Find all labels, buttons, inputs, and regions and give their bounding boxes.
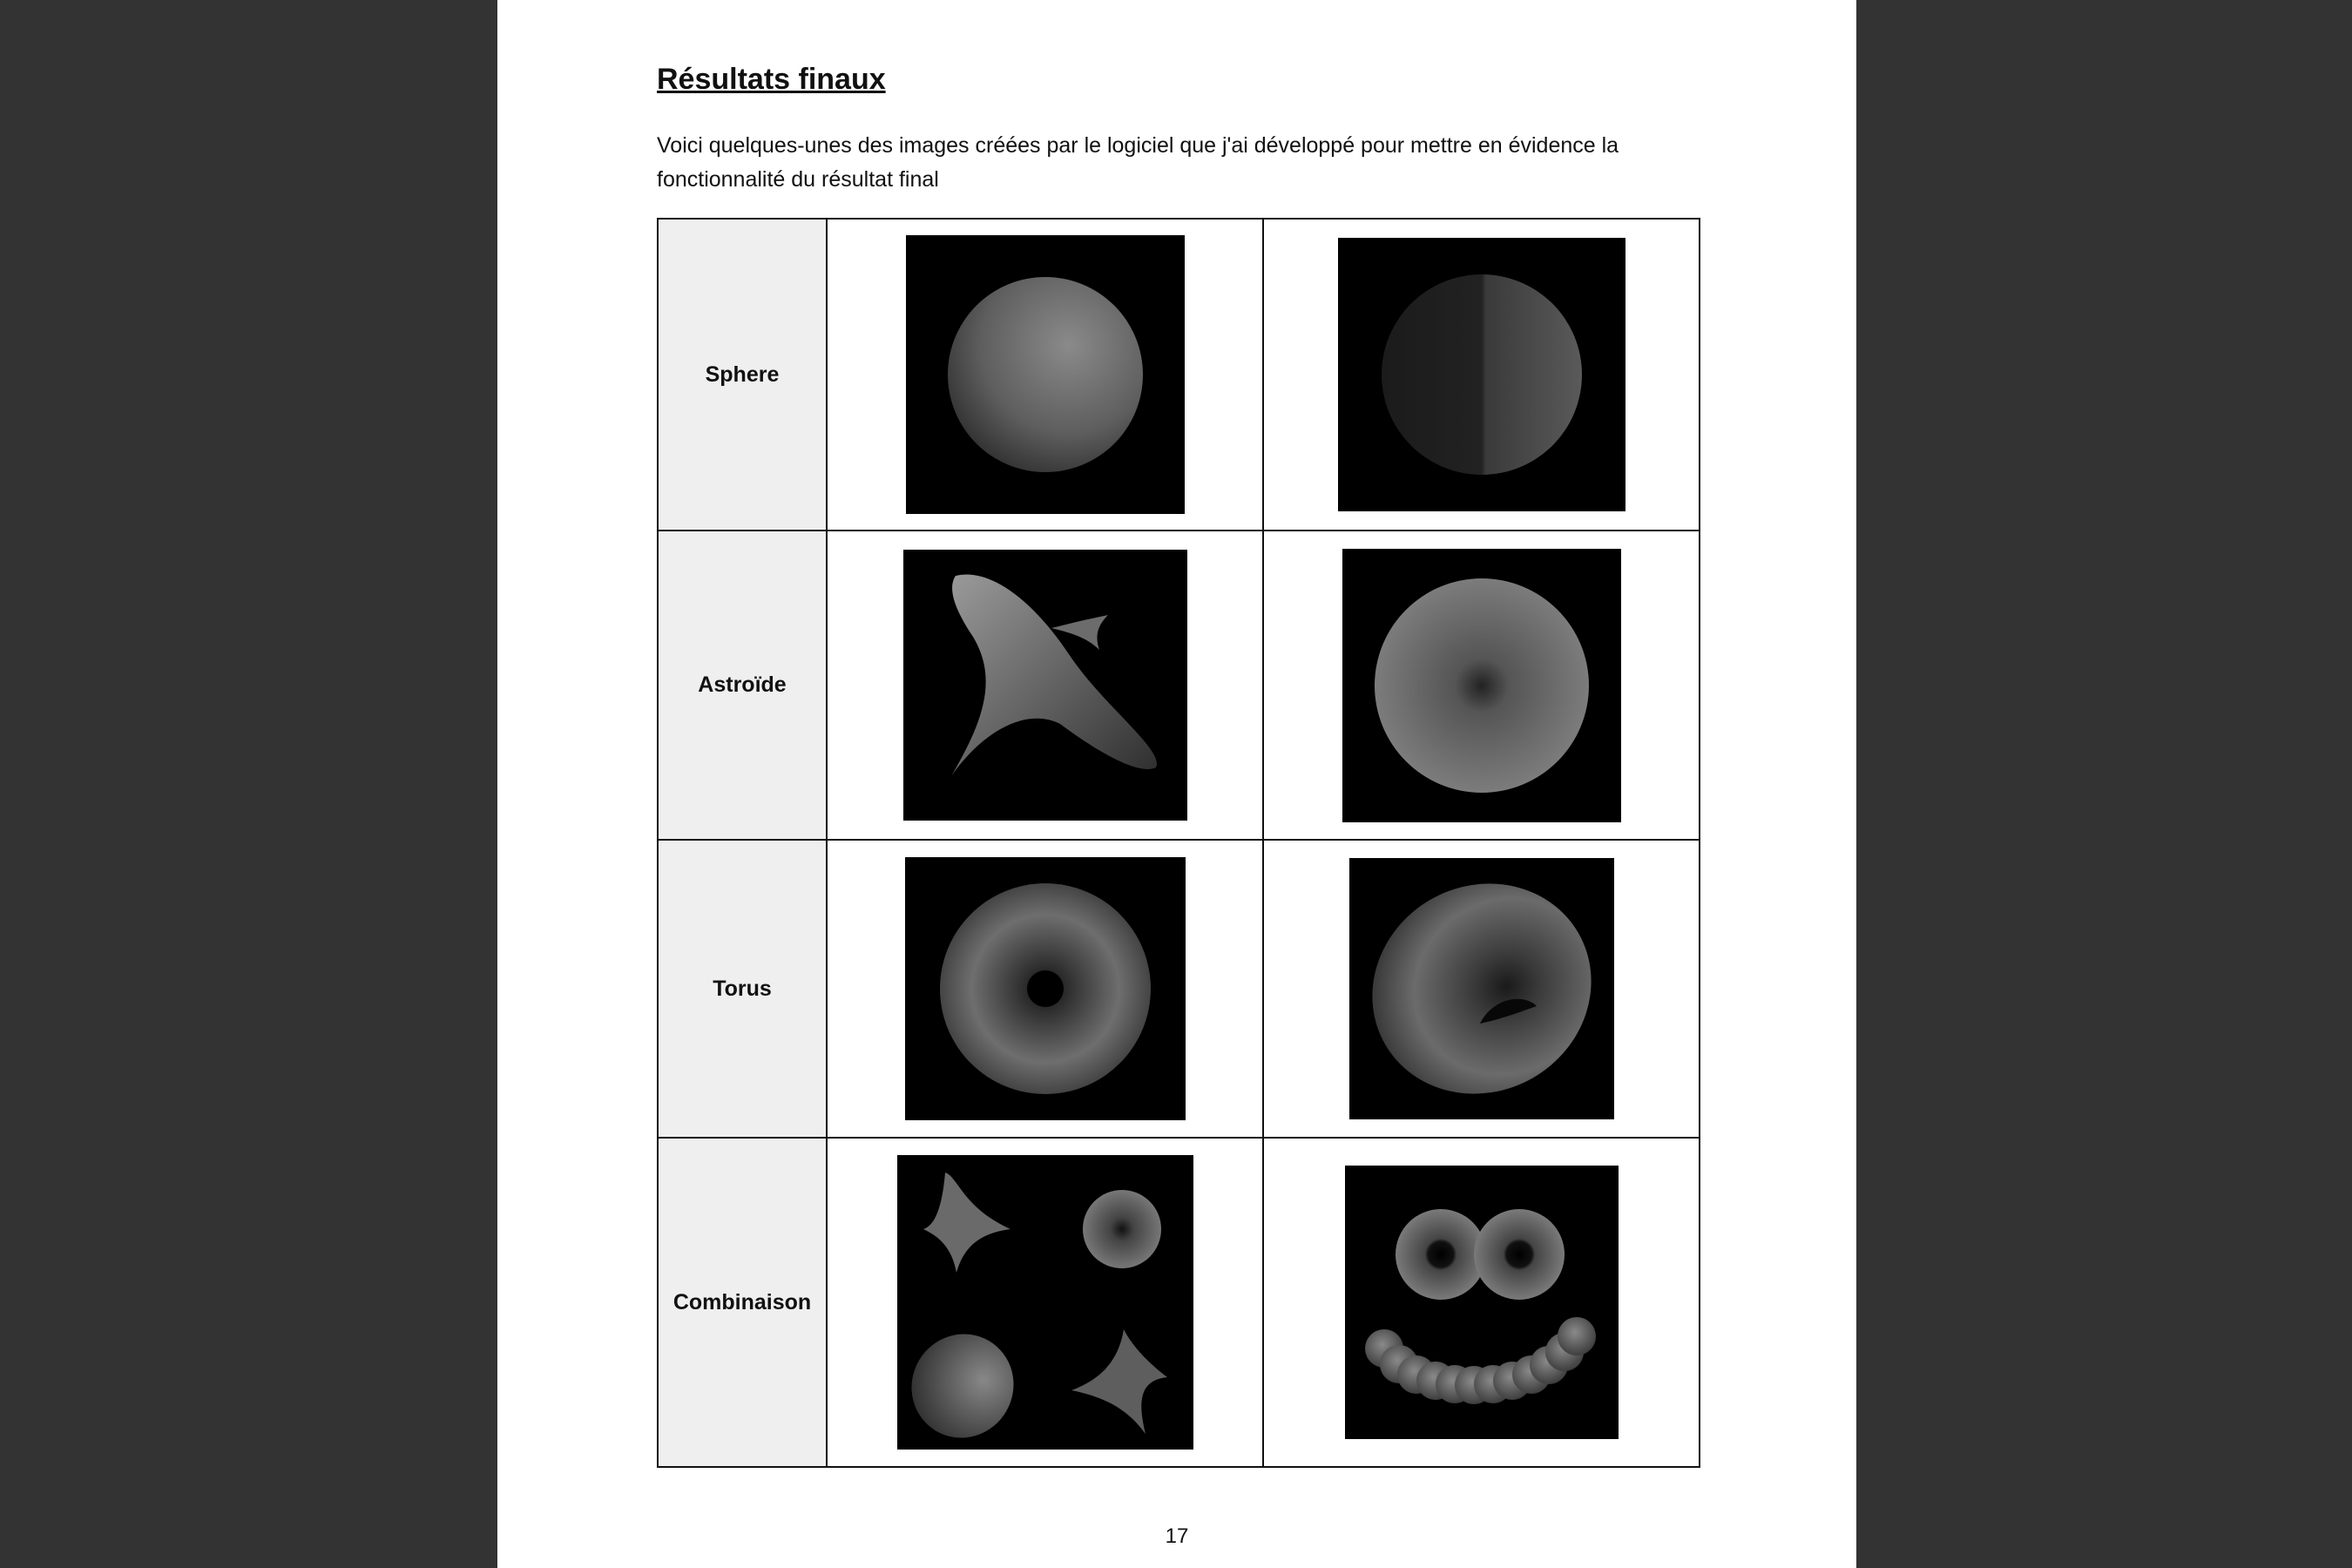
table-cell <box>1262 218 1700 531</box>
table-row: Torus <box>657 839 1700 1139</box>
table-cell <box>1262 530 1700 841</box>
table-row: Astroïde <box>657 530 1700 841</box>
sphere-render-1 <box>905 235 1185 514</box>
section-title: Résultats finaux <box>657 63 886 96</box>
table-cell <box>826 530 1264 841</box>
astroid-render-2 <box>1342 548 1621 822</box>
sphere-render-2 <box>1337 238 1625 511</box>
combination-render-1 <box>896 1155 1193 1450</box>
torus-render-2 <box>1348 858 1614 1119</box>
intro-paragraph: Voici quelques-unes des images créées pa… <box>657 133 1619 192</box>
row-label-torus: Torus <box>657 839 828 1139</box>
results-table: Sphere <box>657 218 1700 1468</box>
table-cell <box>826 218 1264 531</box>
table-row: Sphere <box>657 218 1700 531</box>
table-cell <box>826 839 1264 1139</box>
page-number: 17 <box>1165 1524 1189 1548</box>
document-page: Résultats finaux Voici quelques-unes des… <box>497 0 1856 1568</box>
table-cell <box>1262 1137 1700 1468</box>
table-cell <box>826 1137 1264 1468</box>
table-cell <box>1262 839 1700 1139</box>
astroid-render-1 <box>902 550 1187 821</box>
row-label-combinaison: Combinaison <box>657 1137 828 1468</box>
combination-render-2 <box>1344 1166 1619 1439</box>
row-label-sphere: Sphere <box>657 218 828 531</box>
torus-render-1 <box>904 857 1186 1120</box>
row-label-astroide: Astroïde <box>657 530 828 841</box>
table-row: Combinaison <box>657 1137 1700 1468</box>
